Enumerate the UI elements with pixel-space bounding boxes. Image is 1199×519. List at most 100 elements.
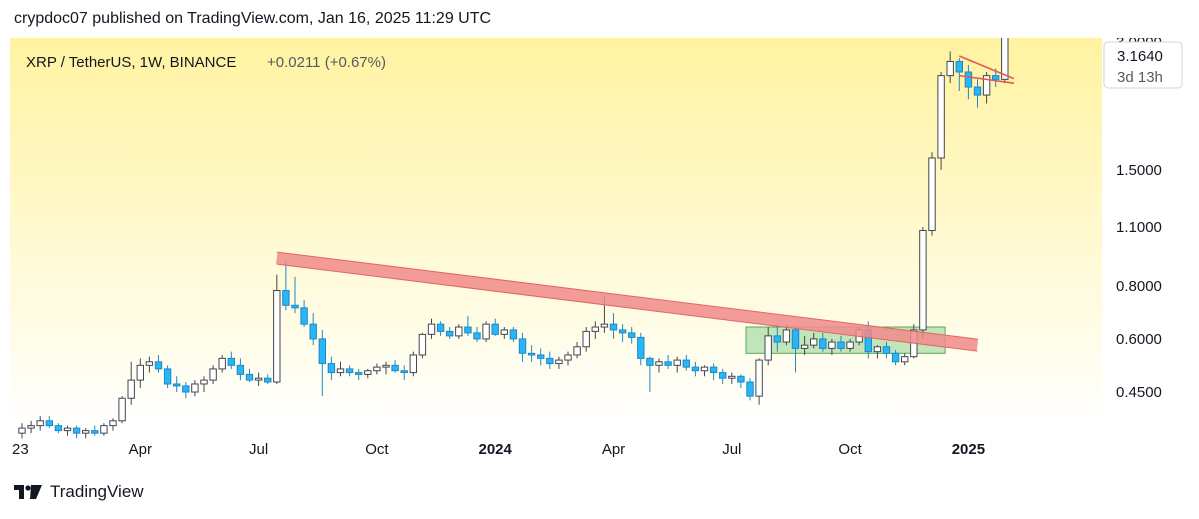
flag-upper-line	[958, 55, 1015, 80]
candlestick-chart[interactable]: 0.45000.60000.80001.10001.50002.50003.00…	[0, 27, 1199, 470]
candle-body	[491, 323, 499, 335]
candle-body	[509, 329, 518, 340]
candle-body	[236, 364, 245, 375]
x-tick-label: Apr	[129, 441, 152, 458]
candle-body	[946, 60, 954, 77]
x-tick-label: Jul	[722, 441, 741, 458]
candle-body	[591, 326, 599, 332]
candle-body	[837, 341, 845, 349]
candle-body	[382, 364, 390, 368]
candle-body	[609, 323, 618, 331]
candle-body	[455, 326, 463, 337]
candle-body	[664, 361, 672, 366]
resistance-trendline-top	[276, 251, 978, 340]
candle-body	[400, 370, 408, 374]
candle-body	[637, 336, 645, 359]
candle-body	[245, 373, 254, 381]
candle-body	[646, 357, 654, 366]
candle-body	[300, 307, 308, 325]
candle-body	[409, 354, 418, 374]
candle-body	[573, 346, 581, 356]
candle-body	[355, 372, 363, 375]
candle-body	[446, 330, 454, 337]
candle-body	[318, 338, 327, 365]
candle-body	[700, 366, 709, 372]
candle-body	[992, 75, 1000, 80]
candle-body	[327, 363, 336, 374]
candle-body	[891, 352, 900, 363]
candle-body	[63, 427, 72, 432]
candle-body	[82, 430, 90, 434]
candle-body	[154, 361, 163, 370]
price-tag-box	[1103, 41, 1183, 89]
candle-body	[145, 361, 154, 366]
candle-body	[773, 335, 781, 343]
candle-body	[764, 335, 772, 361]
candle-body	[173, 383, 181, 387]
candle-body	[91, 430, 99, 434]
publish-header: crypdoc07 published on TradingView.com, …	[14, 10, 492, 27]
candle-body	[118, 397, 126, 422]
x-tick-label: 2025	[952, 441, 985, 458]
candle-body	[436, 323, 445, 332]
x-tick-label: 23	[12, 441, 29, 458]
candle-body	[191, 383, 199, 393]
candle-body	[800, 344, 809, 349]
candle-body	[828, 341, 836, 349]
candle-body	[546, 357, 554, 365]
candle-body	[973, 86, 982, 96]
candle-body	[345, 368, 354, 374]
candle-body	[500, 329, 509, 335]
candle-body	[109, 420, 117, 427]
candle-body	[273, 290, 281, 383]
candle-body	[600, 323, 609, 328]
y-tick-label: 1.5000	[1116, 162, 1162, 179]
candle-body	[163, 368, 172, 385]
x-tick-label: Jul	[249, 441, 268, 458]
candle-body	[719, 372, 727, 379]
candle-body	[982, 75, 991, 96]
candle-body	[955, 60, 963, 73]
candle-body	[782, 329, 791, 343]
footer: TradingView	[14, 482, 144, 502]
last-price-label: 3.1640	[1117, 48, 1163, 65]
x-tick-label: Oct	[365, 441, 389, 458]
candle-body	[582, 330, 590, 348]
candle-body	[127, 379, 135, 399]
candle-body	[673, 359, 681, 366]
resistance-trendline-band	[276, 252, 979, 352]
candle-body	[564, 354, 572, 361]
y-tick-label: 0.8000	[1116, 278, 1162, 295]
symbol-title: XRP / TetherUS, 1W, BINANCE	[26, 54, 236, 71]
countdown-label: 3d 13h	[1117, 69, 1163, 86]
x-tick-label: 2024	[479, 441, 513, 458]
candle-body	[709, 366, 718, 374]
flag-lower-line	[959, 74, 1015, 84]
symbol-change: +0.0211 (+0.67%)	[267, 54, 386, 71]
candle-body	[54, 425, 63, 432]
candle-body	[791, 329, 800, 349]
resistance-trendline-bottom	[276, 263, 978, 352]
chart-area[interactable]: 0.45000.60000.80001.10001.50002.50003.00…	[0, 27, 1199, 470]
candle-body	[691, 366, 700, 372]
candle-body	[136, 364, 145, 381]
candle-body	[218, 357, 226, 370]
candle-body	[373, 366, 381, 372]
candle-body	[755, 359, 763, 397]
candle-body	[846, 341, 854, 349]
candle-body	[336, 368, 345, 374]
footer-brand: TradingView	[50, 482, 144, 501]
candle-body	[100, 425, 108, 434]
candle-body	[537, 354, 545, 359]
candle-body	[282, 290, 290, 306]
candle-body	[291, 304, 299, 309]
candle-body	[482, 323, 490, 340]
candle-body	[728, 375, 736, 379]
candle-body	[427, 323, 436, 335]
candle-body	[937, 75, 945, 159]
candle-body	[928, 157, 936, 231]
candle-body	[209, 368, 217, 381]
candle-body	[964, 71, 973, 88]
candle-body	[254, 377, 263, 381]
candle-body	[618, 329, 627, 334]
